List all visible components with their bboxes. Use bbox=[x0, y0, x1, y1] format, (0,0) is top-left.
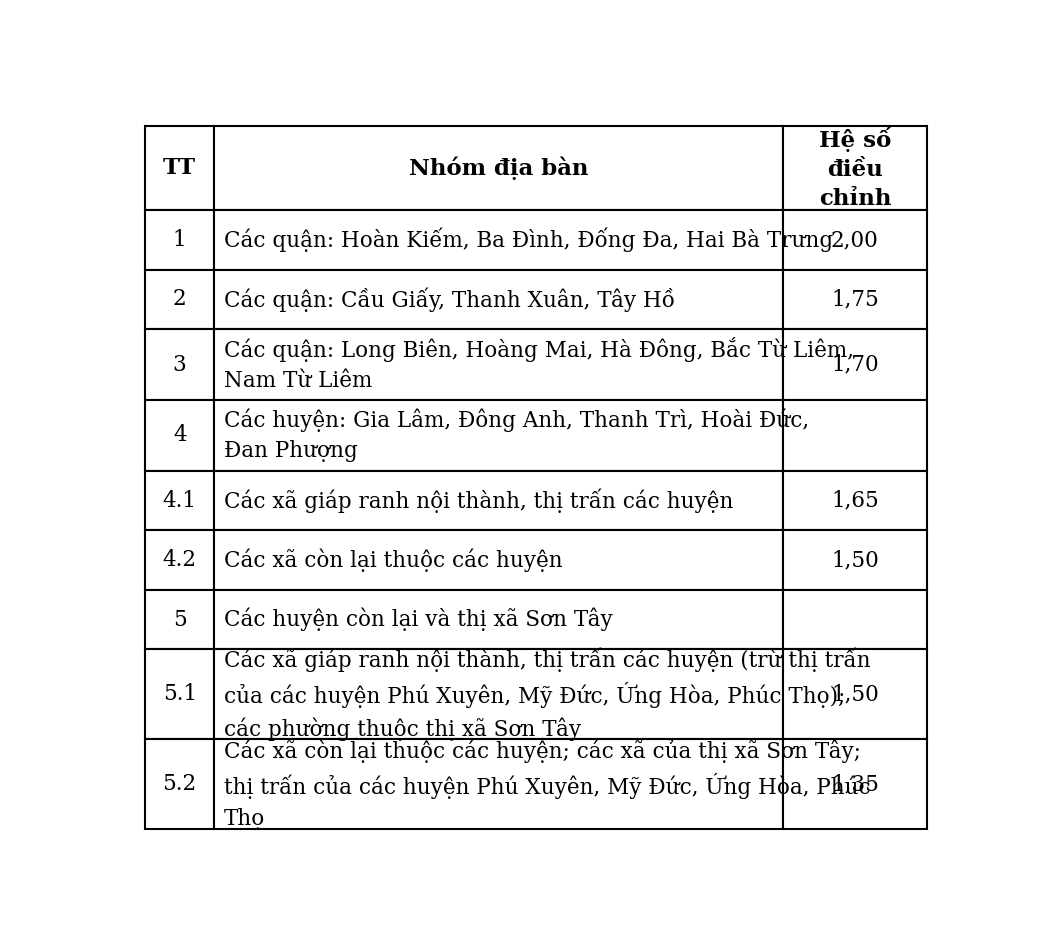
Text: Các huyện: Gia Lâm, Đông Anh, Thanh Trì, Hoài Đức,
Đan Phượng: Các huyện: Gia Lâm, Đông Anh, Thanh Trì,… bbox=[224, 409, 809, 463]
Text: Các huyện còn lại và thị xã Sơn Tây: Các huyện còn lại và thị xã Sơn Tây bbox=[224, 608, 613, 632]
Bar bbox=[145, 649, 214, 739]
Text: 1,65: 1,65 bbox=[831, 490, 879, 512]
Bar bbox=[214, 649, 783, 739]
Bar bbox=[145, 590, 214, 649]
Text: Các xã giáp ranh nội thành, thị trấn các huyện (trừ thị trấn
của các huyện Phú X: Các xã giáp ranh nội thành, thị trấn các… bbox=[224, 648, 870, 741]
Text: 1: 1 bbox=[173, 229, 186, 251]
Bar bbox=[783, 211, 927, 270]
Bar bbox=[214, 590, 783, 649]
Text: 5: 5 bbox=[173, 609, 186, 631]
Bar bbox=[214, 400, 783, 471]
Bar bbox=[145, 739, 214, 829]
Text: Các quận: Cầu Giấy, Thanh Xuân, Tây Hồ: Các quận: Cầu Giấy, Thanh Xuân, Tây Hồ bbox=[224, 287, 675, 312]
Bar bbox=[783, 739, 927, 829]
Text: 1,50: 1,50 bbox=[831, 683, 879, 705]
Text: Hệ số
điều
chỉnh: Hệ số điều chỉnh bbox=[819, 127, 891, 210]
Text: Các quận: Hoàn Kiếm, Ba Đình, Đống Đa, Hai Bà Trưng: Các quận: Hoàn Kiếm, Ba Đình, Đống Đa, H… bbox=[224, 228, 833, 252]
Bar bbox=[214, 329, 783, 400]
Bar bbox=[214, 126, 783, 211]
Bar bbox=[145, 126, 214, 211]
Bar bbox=[145, 270, 214, 329]
Bar bbox=[783, 400, 927, 471]
Text: 3: 3 bbox=[173, 354, 186, 376]
Bar bbox=[145, 531, 214, 590]
Bar bbox=[783, 270, 927, 329]
Text: 1,75: 1,75 bbox=[831, 289, 879, 311]
Text: Các xã giáp ranh nội thành, thị trấn các huyện: Các xã giáp ranh nội thành, thị trấn các… bbox=[224, 488, 733, 513]
Text: 5.1: 5.1 bbox=[163, 683, 197, 705]
Text: Nhóm địa bàn: Nhóm địa bàn bbox=[409, 157, 588, 180]
Text: 5.2: 5.2 bbox=[162, 773, 197, 795]
Bar bbox=[214, 270, 783, 329]
Text: Các quận: Long Biên, Hoàng Mai, Hà Đông, Bắc Từ Liêm,
Nam Từ Liêm: Các quận: Long Biên, Hoàng Mai, Hà Đông,… bbox=[224, 337, 854, 393]
Text: 1,35: 1,35 bbox=[831, 773, 879, 795]
Bar bbox=[783, 531, 927, 590]
Text: 1,50: 1,50 bbox=[831, 549, 879, 571]
Bar bbox=[783, 471, 927, 531]
Bar bbox=[783, 649, 927, 739]
Bar bbox=[214, 471, 783, 531]
Text: 2: 2 bbox=[173, 289, 186, 311]
Bar bbox=[145, 400, 214, 471]
Text: 4.1: 4.1 bbox=[163, 490, 197, 512]
Text: TT: TT bbox=[163, 158, 197, 179]
Bar bbox=[214, 211, 783, 270]
Bar bbox=[145, 329, 214, 400]
Bar bbox=[214, 531, 783, 590]
Bar bbox=[145, 211, 214, 270]
Bar bbox=[214, 739, 783, 829]
Text: Các xã còn lại thuộc các huyện; các xã của thị xã Sơn Tây;
thị trấn của các huyệ: Các xã còn lại thuộc các huyện; các xã c… bbox=[224, 739, 870, 830]
Bar bbox=[783, 126, 927, 211]
Bar bbox=[783, 329, 927, 400]
Text: 1,70: 1,70 bbox=[832, 354, 879, 376]
Text: 4.2: 4.2 bbox=[163, 549, 197, 571]
Text: Các xã còn lại thuộc các huyện: Các xã còn lại thuộc các huyện bbox=[224, 548, 563, 572]
Text: 2,00: 2,00 bbox=[831, 229, 879, 251]
Bar bbox=[783, 590, 927, 649]
Text: 4: 4 bbox=[173, 425, 186, 447]
Bar bbox=[145, 471, 214, 531]
